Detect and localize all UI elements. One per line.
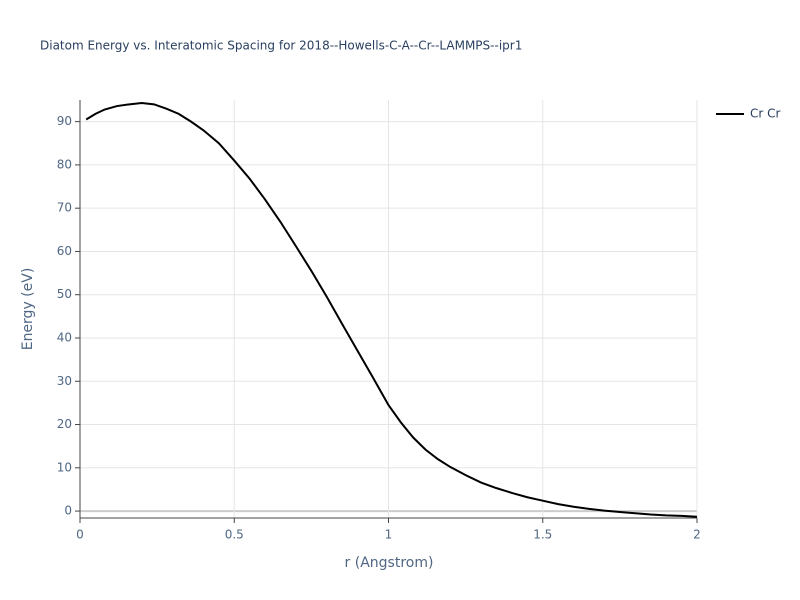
x-tick-label: 0	[76, 528, 84, 542]
y-tick-label: 30	[57, 374, 72, 388]
x-tick-label: 1	[385, 528, 393, 542]
y-tick-label: 70	[57, 201, 72, 215]
x-tick-label: 0.5	[225, 528, 244, 542]
y-tick-label: 50	[57, 287, 72, 301]
grid	[75, 100, 698, 523]
legend-label: Cr Cr	[750, 107, 781, 121]
y-axis-title: Energy (eV)	[20, 268, 36, 351]
y-tick-label: 90	[57, 114, 72, 128]
y-tick-label: 20	[57, 417, 72, 431]
data-line	[85, 102, 698, 518]
y-tick-label: 60	[57, 244, 72, 258]
x-tick-label: 1.5	[533, 528, 552, 542]
y-tick-label: 80	[57, 157, 72, 171]
x-axis-title: r (Angstrom)	[345, 555, 434, 571]
y-tick-label: 0	[64, 504, 72, 518]
chart-title: Diatom Energy vs. Interatomic Spacing fo…	[40, 39, 522, 53]
x-tick-label: 2	[693, 528, 701, 542]
y-tick-label: 10	[57, 460, 72, 474]
plot-area	[85, 102, 698, 518]
y-tick-label: 40	[57, 330, 72, 344]
